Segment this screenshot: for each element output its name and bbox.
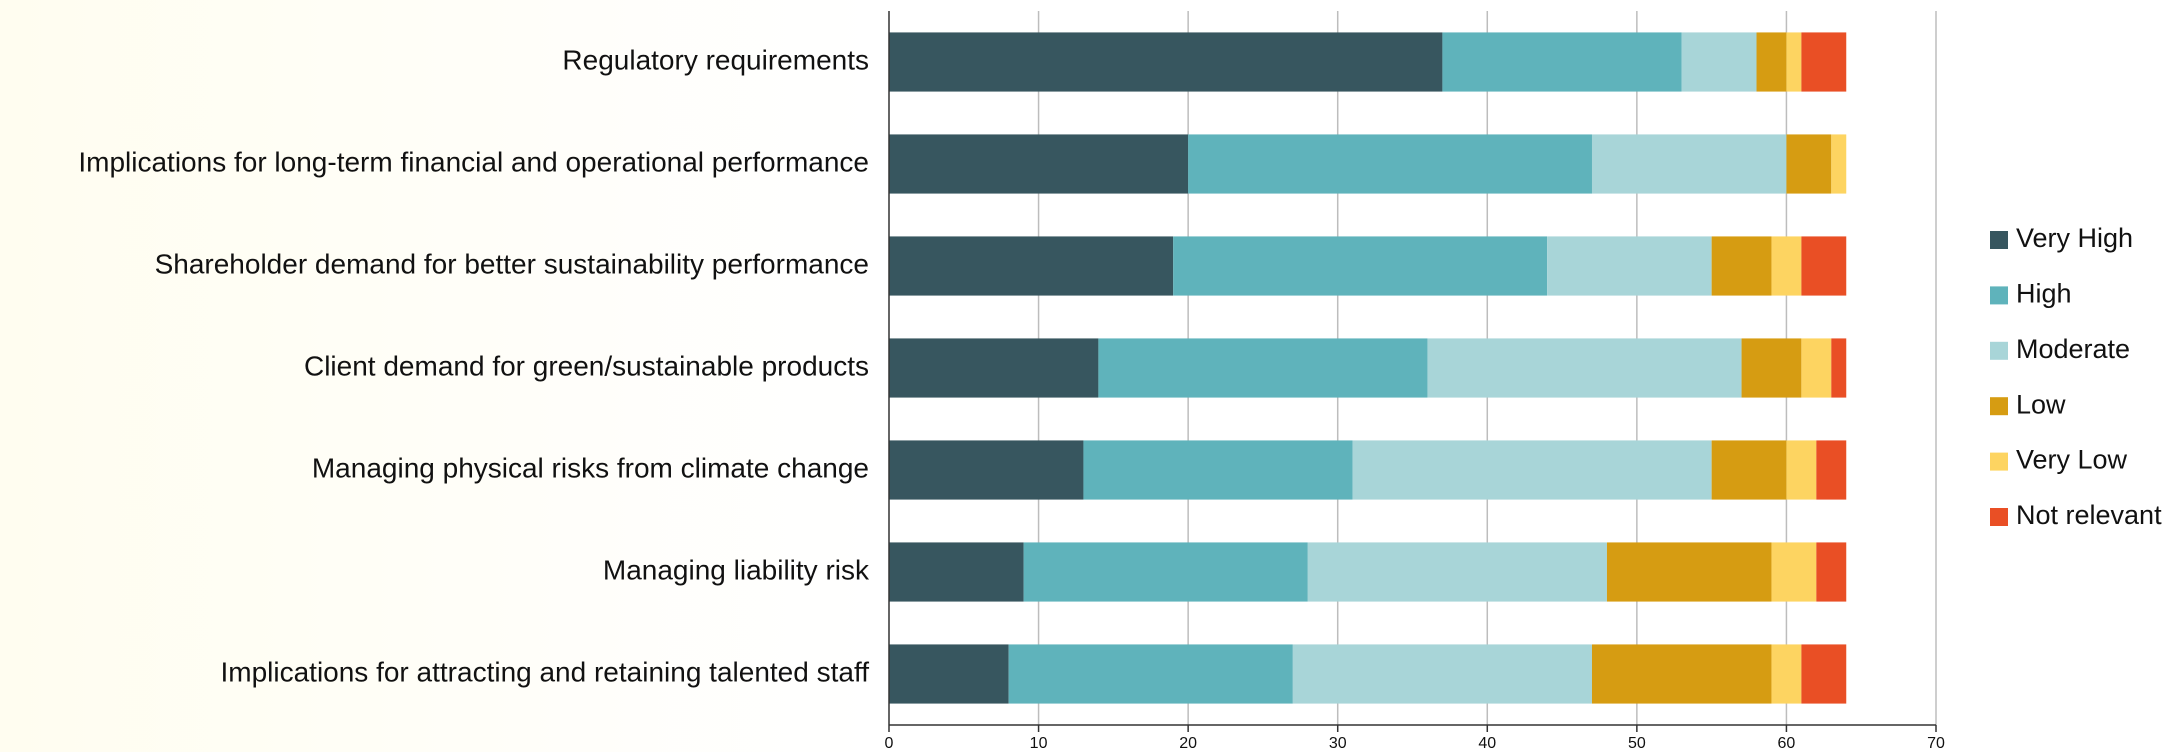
x-tick-label: 50 <box>1628 735 1646 752</box>
bar-segment <box>1442 32 1682 92</box>
bar-segment <box>1816 440 1847 500</box>
bar-segment <box>1801 236 1847 296</box>
category-label: Implications for attracting and retainin… <box>220 656 869 687</box>
bar-segment <box>1831 338 1847 398</box>
bar-segment <box>1801 32 1847 92</box>
bar-segment <box>1427 338 1742 398</box>
bar-segment <box>1591 644 1772 704</box>
bar-segment <box>889 134 1189 194</box>
bar-segment <box>889 338 1099 398</box>
legend-label: Very Low <box>2016 445 2128 475</box>
x-tick-label: 30 <box>1329 735 1347 752</box>
category-label: Shareholder demand for better sustainabi… <box>155 248 869 279</box>
category-label: Regulatory requirements <box>562 44 869 75</box>
bar-segment <box>1711 440 1787 500</box>
bar-segment <box>1307 542 1607 602</box>
legend-swatch <box>1990 508 2008 526</box>
bar-segment <box>1591 134 1787 194</box>
legend-swatch <box>1990 341 2008 360</box>
category-label: Client demand for green/sustainable prod… <box>304 350 869 381</box>
x-tick-label: 70 <box>1927 735 1945 752</box>
x-tick-label: 10 <box>1030 735 1048 752</box>
bar-segment <box>1008 644 1293 704</box>
bar-segment <box>1188 134 1592 194</box>
bar-segment <box>1831 134 1847 194</box>
category-label: Managing liability risk <box>603 554 870 585</box>
bar-segment <box>1786 134 1832 194</box>
legend-label: Not relevant <box>2016 500 2162 530</box>
bar-segment <box>889 32 1443 92</box>
bar-segment <box>1711 236 1772 296</box>
bar-segment <box>1741 338 1802 398</box>
legend-label: Moderate <box>2016 334 2130 364</box>
legend-swatch <box>1990 231 2008 249</box>
bar-segment <box>1606 542 1772 602</box>
bar-segment <box>1352 440 1712 500</box>
bar-segment <box>1771 236 1802 296</box>
bar-segment <box>889 236 1174 296</box>
legend-swatch <box>1990 286 2008 305</box>
bar-segment <box>1771 542 1817 602</box>
bar-segment <box>1083 440 1353 500</box>
bar-segment <box>1771 644 1802 704</box>
legend-swatch <box>1990 397 2008 416</box>
bar-segment <box>1173 236 1548 296</box>
x-tick-label: 60 <box>1778 735 1796 752</box>
bar-segment <box>1816 542 1847 602</box>
bar-segment <box>1786 440 1817 500</box>
bar-segment <box>889 440 1084 500</box>
legend-label: Low <box>2016 389 2066 419</box>
bar-segment <box>1756 32 1787 92</box>
category-label: Implications for long-term financial and… <box>78 146 869 177</box>
x-tick-label: 40 <box>1478 735 1496 752</box>
x-tick-label: 0 <box>885 735 894 752</box>
category-label: Managing physical risks from climate cha… <box>312 452 869 483</box>
bar-segment <box>1681 32 1757 92</box>
bar-segment <box>1786 32 1802 92</box>
bar-segment <box>1098 338 1428 398</box>
bar-segment <box>1547 236 1712 296</box>
bar-segment <box>1023 542 1308 602</box>
bar-segment <box>889 644 1009 704</box>
legend-label: High <box>2016 279 2072 309</box>
bar-segment <box>889 542 1024 602</box>
bar-segment <box>1801 338 1832 398</box>
legend-label: Very High <box>2016 223 2133 253</box>
x-tick-label: 20 <box>1179 735 1197 752</box>
legend-swatch <box>1990 452 2008 471</box>
bar-segment <box>1292 644 1592 704</box>
bar-segment <box>1801 644 1847 704</box>
